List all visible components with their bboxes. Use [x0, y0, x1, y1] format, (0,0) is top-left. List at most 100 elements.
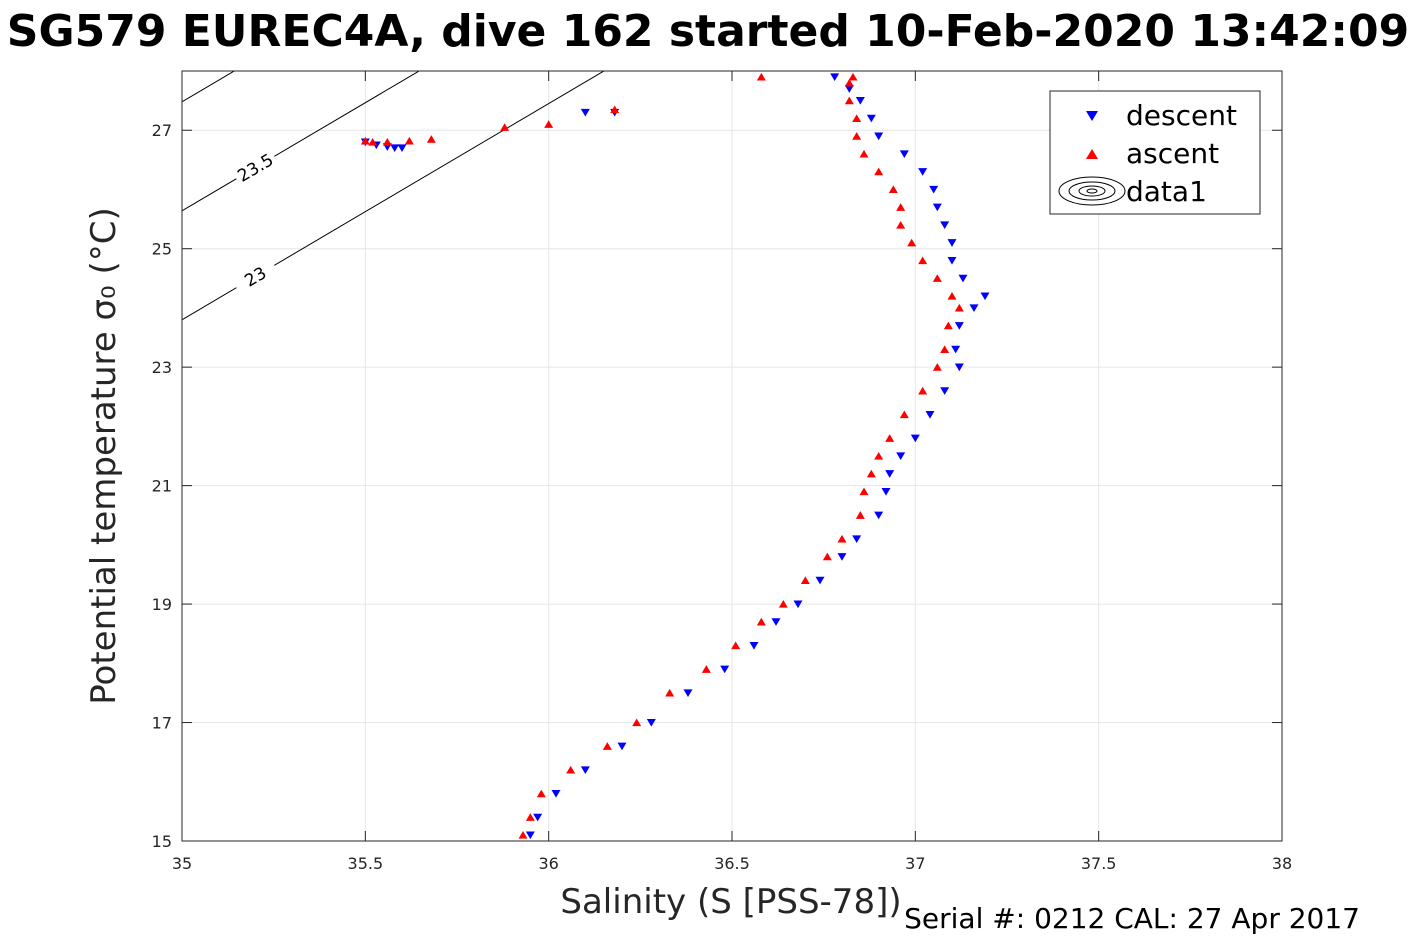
y-tick-label: 17 [152, 714, 172, 733]
legend-ascent-marker [1086, 149, 1098, 159]
descent-point [830, 73, 840, 81]
ascent-point [855, 511, 865, 519]
ascent-point [525, 813, 535, 821]
legend-box [1049, 90, 1261, 215]
descent-point [940, 387, 950, 395]
ascent-point [866, 469, 876, 478]
contour-line [182, 71, 605, 321]
descent-point [932, 203, 942, 212]
ascent-point [859, 149, 869, 158]
descent-point [896, 452, 906, 461]
descent-point [533, 813, 543, 822]
ascent-point [404, 136, 414, 145]
descent-point [749, 641, 759, 650]
contour-label-bg [230, 255, 280, 298]
ascent-point [947, 292, 957, 300]
y-tick-label: 27 [152, 121, 172, 140]
ascent-point [426, 135, 436, 143]
descent-point [947, 239, 957, 247]
descent-point [925, 410, 935, 419]
data-points [360, 72, 990, 840]
descent-point [771, 618, 781, 626]
ascent-point [756, 617, 766, 626]
ascent-point [874, 167, 884, 176]
ascent-point [536, 789, 546, 798]
ascent-point [382, 138, 392, 146]
legend-descent-label: descent [1126, 99, 1237, 132]
ascent-point [918, 256, 928, 265]
descent-point [980, 292, 990, 301]
ascent-point [954, 303, 964, 312]
descent-point [390, 144, 400, 153]
descent-point [954, 363, 964, 372]
legend[interactable]: descent ascent data1 [1049, 90, 1261, 215]
x-tick-label: 36.5 [714, 854, 750, 873]
y-tick-label: 19 [152, 595, 172, 614]
descent-point [525, 831, 535, 840]
chart-title: SG579 EUREC4A, dive 162 started 10-Feb-2… [7, 6, 1409, 57]
descent-point [720, 665, 730, 674]
ascent-point [852, 132, 862, 140]
descent-point [899, 150, 909, 158]
ascent-point [701, 665, 711, 673]
ascent-point [500, 123, 510, 131]
ascent-point [859, 487, 869, 496]
descent-point [617, 742, 627, 751]
ascent-point [632, 718, 642, 727]
descent-point [885, 470, 895, 478]
ascent-point [896, 220, 906, 229]
ascent-point [852, 114, 862, 122]
ascent-point [566, 765, 576, 774]
ascent-point [844, 78, 854, 87]
descent-point [852, 535, 862, 543]
descent-point [580, 108, 590, 117]
ascent-point [665, 688, 675, 697]
descent-point [793, 600, 803, 609]
x-tick-label: 38 [1272, 854, 1292, 873]
y-tick-label: 21 [152, 477, 172, 496]
ascent-point [896, 203, 906, 211]
ascent-point [360, 136, 370, 145]
contour-label-bg [230, 146, 280, 189]
ascent-point [874, 451, 884, 460]
y-tick-label: 15 [152, 832, 172, 851]
y-axis: 15 17 19 21 23 25 27 [152, 121, 1282, 851]
descent-point [855, 97, 865, 105]
descent-point [580, 766, 590, 774]
ascent-point [837, 534, 847, 543]
descent-point [815, 576, 825, 585]
ascent-point [932, 363, 942, 371]
x-axis: 35 35.5 36 36.5 37 37.5 38 [172, 71, 1292, 873]
ascent-point [899, 410, 909, 419]
descent-point [683, 689, 693, 697]
ascent-point [518, 831, 528, 839]
descent-point [940, 221, 950, 230]
descent-point [929, 185, 939, 194]
ascent-point [602, 742, 612, 750]
x-tick-label: 37.5 [1081, 854, 1117, 873]
descent-point [397, 144, 407, 153]
x-tick-label: 35.5 [348, 854, 384, 873]
descent-point [837, 553, 847, 561]
y-tick-label: 23 [152, 358, 172, 377]
legend-descent-marker [1086, 111, 1098, 121]
ascent-point [918, 386, 928, 395]
descent-point [958, 274, 968, 283]
descent-point [951, 345, 961, 354]
y-axis-label: Potential temperature σ₀ (°C) [84, 207, 124, 705]
contour-line [182, 71, 421, 212]
footer-serial-cal: Serial #: 0212 CAL: 27 Apr 2017 [904, 902, 1360, 935]
descent-point [646, 718, 656, 727]
legend-ascent-label: ascent [1126, 137, 1219, 170]
ascent-point [907, 238, 917, 247]
ascent-point [731, 641, 741, 650]
ascent-point [888, 185, 898, 194]
descent-point [947, 256, 957, 265]
descent-point [881, 487, 891, 496]
legend-contour-icon [1058, 176, 1126, 206]
ascent-point [544, 120, 554, 128]
descent-point [874, 132, 884, 141]
ascent-point [822, 552, 832, 561]
descent-point [844, 85, 854, 93]
